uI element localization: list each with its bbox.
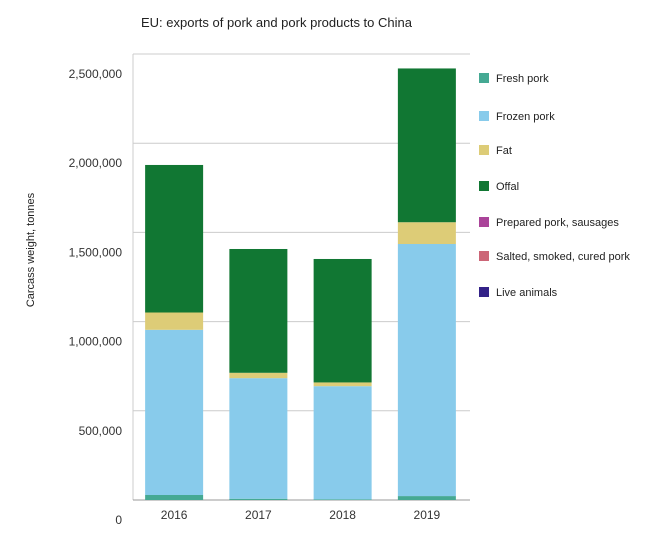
legend-swatch bbox=[479, 111, 489, 121]
legend-item[interactable]: Salted, smoked, cured pork bbox=[479, 251, 630, 263]
bar-segment[interactable] bbox=[313, 386, 372, 500]
legend-swatch bbox=[479, 251, 489, 261]
legend-item[interactable]: Prepared pork, sausages bbox=[479, 217, 619, 229]
x-tick-label: 2016 bbox=[161, 508, 188, 522]
x-tick-label: 2018 bbox=[329, 508, 356, 522]
bar-segment[interactable] bbox=[397, 496, 456, 500]
y-tick-label: 0 bbox=[115, 513, 122, 527]
bar-segment[interactable] bbox=[397, 222, 456, 244]
legend-label: Live animals bbox=[496, 287, 558, 299]
bar-segment[interactable] bbox=[313, 258, 372, 383]
x-tick-label: 2017 bbox=[245, 508, 272, 522]
legend-label: Fat bbox=[496, 145, 512, 157]
legend-item[interactable]: Live animals bbox=[479, 287, 558, 299]
y-tick-label: 500,000 bbox=[79, 424, 123, 438]
legend-swatch bbox=[479, 145, 489, 155]
legend-label: Salted, smoked, cured pork bbox=[496, 251, 630, 263]
bar-segment[interactable] bbox=[229, 498, 288, 500]
bar-segment[interactable] bbox=[145, 495, 204, 500]
x-tick-label: 2019 bbox=[414, 508, 441, 522]
legend-swatch bbox=[479, 217, 489, 227]
bar-segment[interactable] bbox=[313, 499, 372, 500]
bar-segment[interactable] bbox=[145, 312, 204, 330]
y-tick-label: 1,500,000 bbox=[69, 245, 123, 259]
y-tick-label: 2,500,000 bbox=[69, 67, 123, 81]
legend-item[interactable]: Fresh pork bbox=[479, 73, 549, 85]
legend-swatch bbox=[479, 181, 489, 191]
legend-swatch bbox=[479, 287, 489, 297]
bar-segment[interactable] bbox=[313, 382, 372, 387]
legend-item[interactable]: Frozen pork bbox=[479, 111, 555, 123]
y-tick-label: 2,000,000 bbox=[69, 156, 123, 170]
legend-label: Prepared pork, sausages bbox=[496, 217, 619, 229]
bar-segment[interactable] bbox=[229, 248, 288, 373]
bar-segment[interactable] bbox=[229, 372, 288, 379]
chart-title: EU: exports of pork and pork products to… bbox=[141, 15, 413, 30]
bar-segment[interactable] bbox=[229, 378, 288, 499]
y-tick-label: 1,000,000 bbox=[69, 335, 123, 349]
y-axis-label: Carcass weight, tonnes bbox=[25, 192, 37, 307]
legend-label: Offal bbox=[496, 181, 519, 193]
legend-item[interactable]: Offal bbox=[479, 181, 519, 193]
legend-label: Frozen pork bbox=[496, 111, 555, 123]
bar-segment[interactable] bbox=[397, 68, 456, 223]
bar-segment[interactable] bbox=[145, 329, 204, 496]
legend-swatch bbox=[479, 73, 489, 83]
legend-item[interactable]: Fat bbox=[479, 145, 512, 157]
bar-segment[interactable] bbox=[397, 243, 456, 497]
bar-segment[interactable] bbox=[145, 164, 204, 313]
legend-label: Fresh pork bbox=[496, 73, 549, 85]
